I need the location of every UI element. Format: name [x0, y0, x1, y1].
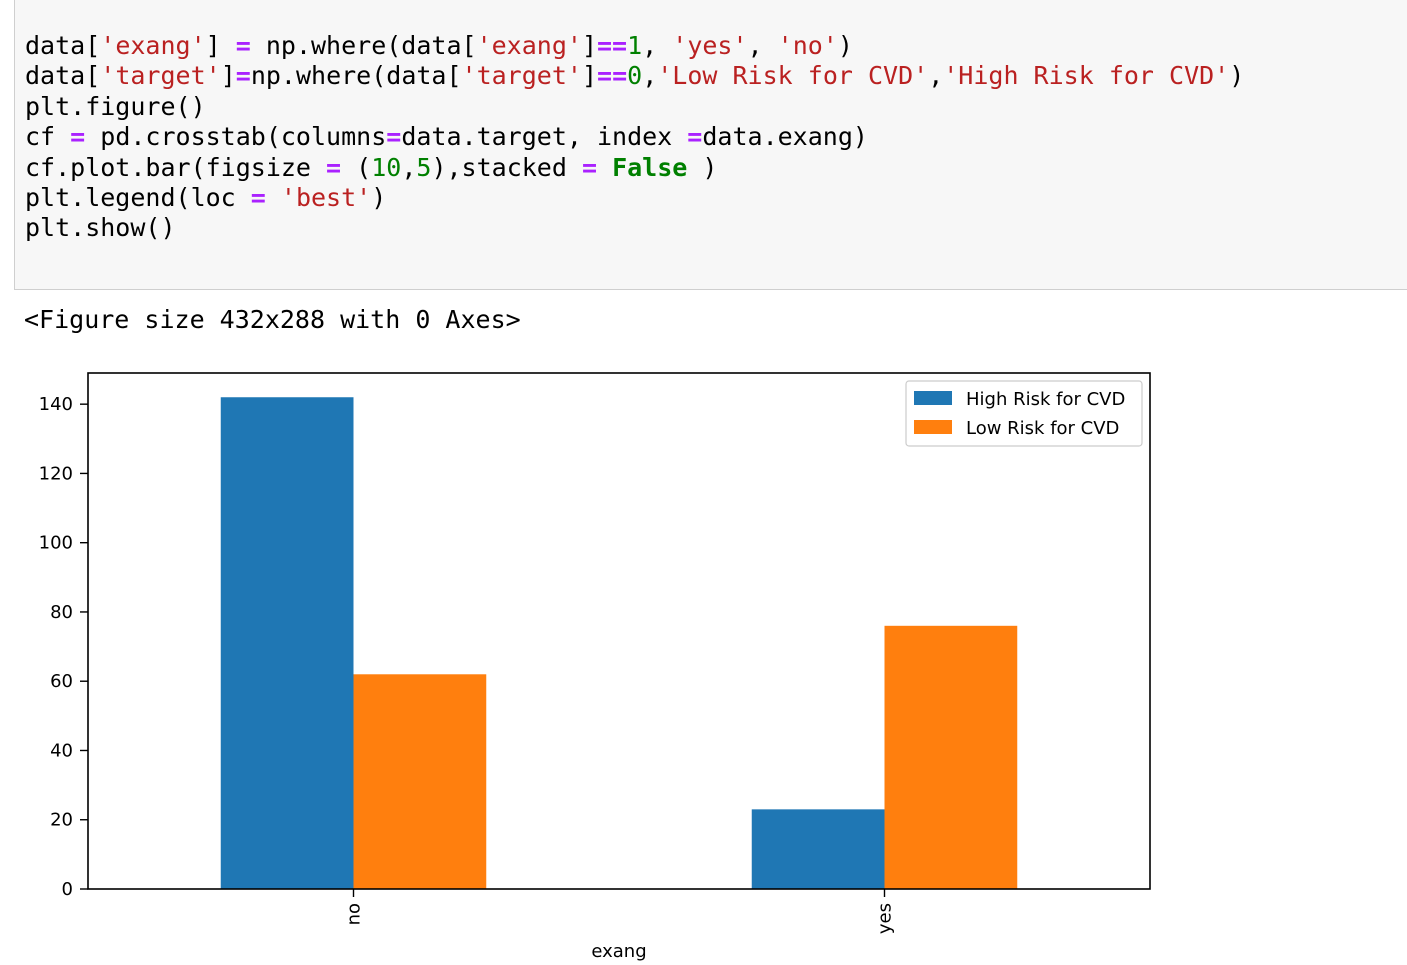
plot-frame — [87, 372, 1151, 890]
y-tick-label: 120 — [39, 463, 73, 484]
code-token: , — [642, 61, 658, 91]
code-token: 5 — [416, 152, 432, 182]
code-line: plt.show() — [25, 213, 176, 242]
code-token: np.where(data[ — [250, 31, 477, 60]
code-token: ) — [837, 31, 853, 60]
code-token: = — [70, 122, 86, 152]
code-token: cf.plot.bar(figsize — [25, 152, 327, 182]
x-tick-label: no — [344, 903, 365, 925]
code-token: ) — [371, 183, 387, 213]
x-tick-label: yes — [875, 903, 896, 934]
code-line: cf = pd.crosstab(columns=data.target, in… — [25, 122, 868, 151]
code-token: ( — [341, 152, 372, 182]
code-token: ] — [581, 61, 598, 91]
code-token: , — [928, 61, 944, 91]
code-token: ] — [581, 31, 597, 60]
code-token: 'target' — [100, 61, 221, 91]
bar-low-risk-for-cvd-no — [353, 674, 487, 889]
code-line: data['target']=np.where(data['target']==… — [25, 61, 1244, 90]
figure-output-text: <Figure size 432x288 with 0 Axes> — [24, 305, 521, 334]
legend-swatch — [914, 391, 952, 405]
legend-swatch — [914, 420, 952, 434]
code-token: = — [687, 122, 703, 152]
code-token: data.target, index — [401, 122, 688, 152]
y-tick-label: 40 — [50, 740, 73, 761]
code-token: 0 — [627, 61, 643, 91]
code-token: ) — [687, 152, 718, 182]
code-token: ) — [1229, 61, 1245, 91]
y-tick-label: 140 — [39, 394, 73, 415]
y-tick-label: 0 — [62, 879, 73, 900]
code-token: np.where(data[ — [250, 61, 462, 91]
code-token: = — [235, 31, 251, 60]
y-tick-label: 60 — [50, 671, 73, 692]
code-token: = — [326, 152, 342, 182]
code-token — [266, 183, 281, 212]
code-token: = — [386, 122, 402, 152]
code-token: = — [235, 61, 251, 91]
code-token: == — [597, 61, 628, 91]
code-token: 1 — [627, 31, 643, 60]
x-axis-label: exang — [591, 941, 646, 962]
y-tick-label: 100 — [39, 533, 73, 554]
code-token: 'Low Risk for CVD' — [657, 61, 929, 91]
code-token: 'target' — [461, 61, 582, 91]
code-token: plt.figure() — [25, 91, 206, 121]
code-token: 'no' — [777, 31, 838, 60]
code-token: pd.crosstab(columns — [85, 122, 387, 152]
code-editor[interactable]: data['exang'] = np.where(data['exang']==… — [25, 31, 1244, 244]
code-token: 'best' — [280, 183, 372, 213]
code-token: False — [612, 152, 688, 182]
legend-label: Low Risk for CVD — [966, 418, 1119, 439]
code-token: , — [401, 152, 417, 182]
y-tick-label: 80 — [50, 602, 73, 623]
bar-low-risk-for-cvd-yes — [884, 625, 1018, 889]
code-token: plt.show() — [25, 213, 176, 243]
code-token: data.exang) — [702, 122, 868, 152]
legend-box — [905, 380, 1143, 447]
code-token: cf — [25, 122, 71, 152]
code-line: cf.plot.bar(figsize = (10,5),stacked = F… — [25, 153, 717, 182]
code-line: plt.legend(loc = 'best') — [25, 183, 386, 212]
code-token: 'High Risk for CVD' — [943, 61, 1230, 91]
code-token: 'exang' — [100, 31, 206, 60]
code-line: plt.figure() — [25, 92, 206, 121]
code-token: , — [642, 31, 673, 60]
code-token: ] — [220, 61, 236, 91]
code-token: plt.legend(loc — [25, 183, 251, 213]
code-token: ] — [205, 31, 236, 60]
code-token — [597, 153, 612, 182]
legend-label: High Risk for CVD — [966, 389, 1125, 410]
bar-high-risk-for-cvd-no — [220, 397, 354, 889]
code-cell[interactable]: data['exang'] = np.where(data['exang']==… — [14, 0, 1407, 290]
code-token: 10 — [371, 152, 402, 182]
y-tick-label: 20 — [50, 810, 73, 831]
code-token: ),stacked — [431, 152, 582, 182]
code-token: = — [250, 183, 266, 213]
bar-high-risk-for-cvd-yes — [751, 809, 885, 889]
bar-chart: 0 20 40 60 80 100 120 140 no yes exang High Risk fo… — [39, 372, 1151, 962]
code-token: data[ — [25, 61, 101, 91]
code-token: data[ — [25, 31, 101, 60]
code-token: , — [747, 31, 778, 60]
code-token: 'exang' — [476, 31, 582, 60]
code-token: == — [597, 31, 628, 60]
code-line: data['exang'] = np.where(data['exang']==… — [25, 31, 853, 60]
code-token: = — [581, 152, 598, 182]
code-token: 'yes' — [672, 31, 748, 60]
